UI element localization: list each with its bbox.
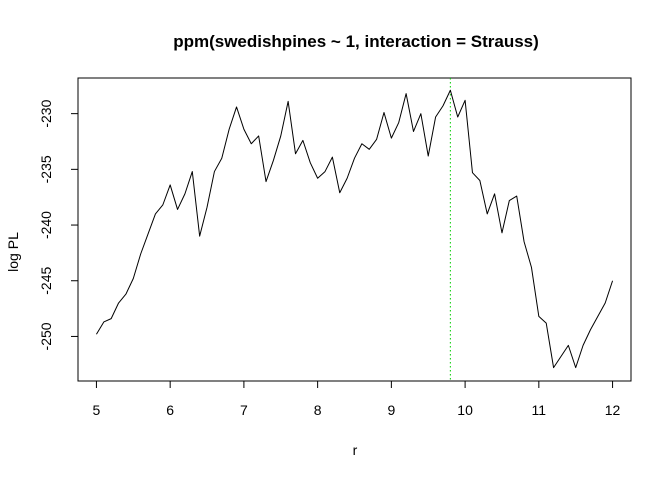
- x-tick-label: 9: [387, 402, 395, 418]
- y-axis: -250 -245 -240 -235 -230: [38, 99, 79, 350]
- series-line: [96, 89, 614, 369]
- x-tick-label: 5: [93, 402, 101, 418]
- x-tick-label: 12: [605, 402, 621, 418]
- plot-area: [96, 78, 614, 381]
- y-tick-label: -240: [38, 211, 54, 239]
- y-tick-label: -245: [38, 267, 54, 295]
- x-tick-label: 11: [532, 402, 547, 418]
- x-tick-label: 7: [240, 402, 248, 418]
- y-axis-label: log PL: [5, 232, 21, 272]
- x-tick-label: 8: [314, 402, 322, 418]
- y-tick-label: -230: [38, 99, 54, 127]
- x-axis-label: r: [353, 442, 358, 458]
- x-tick-label: 10: [457, 402, 473, 418]
- y-tick-label: -250: [38, 322, 54, 350]
- x-axis: 5 6 7 8 9 10 11 12: [93, 380, 621, 418]
- y-tick-label: -235: [38, 155, 54, 183]
- chart-title: ppm(swedishpines ~ 1, interaction = Stra…: [173, 32, 539, 51]
- x-tick-label: 6: [166, 402, 174, 418]
